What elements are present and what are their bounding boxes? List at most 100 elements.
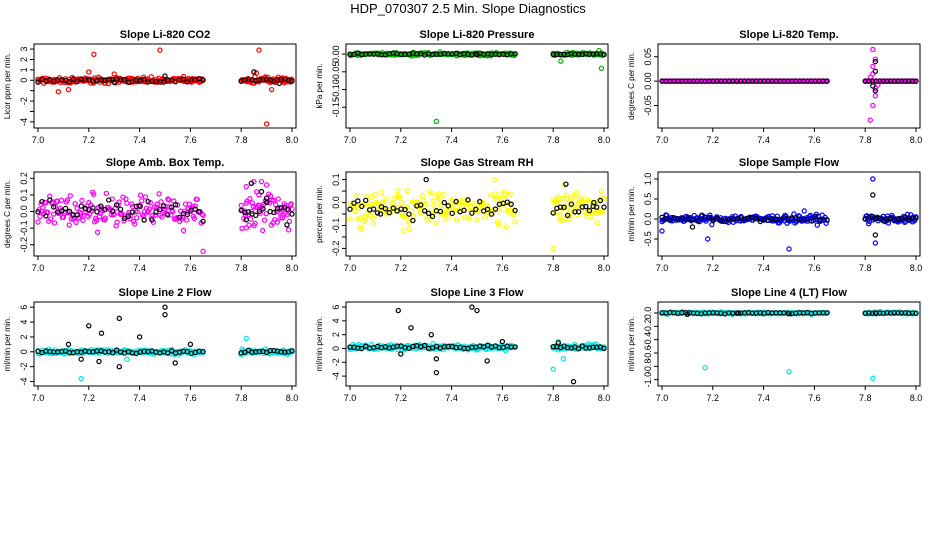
x-tick-label: 8.0: [286, 135, 299, 145]
reference-point: [512, 344, 518, 350]
reference-point: [136, 334, 143, 340]
reference-point: [74, 212, 81, 218]
data-point: [256, 47, 262, 53]
reference-point: [184, 79, 191, 85]
panel-grid: Slope Li-820 CO2 Licor ppm per min. 7.0 7.2…: [3, 29, 922, 403]
reference-point: [913, 310, 919, 317]
x-tick-label: 7.4: [757, 135, 770, 145]
y-tick-label: -0.05: [331, 62, 341, 83]
y-tick-label: 4: [19, 320, 29, 325]
reference-point: [808, 218, 815, 224]
reference-point: [433, 369, 440, 376]
data-points: [347, 304, 607, 385]
data-point: [183, 217, 190, 223]
data-point: [288, 201, 294, 207]
reference-point: [753, 215, 760, 222]
data-point: [351, 203, 357, 210]
data-point: [367, 200, 374, 207]
chart-title: Slope Li-820 Pressure: [420, 29, 535, 41]
reference-point: [370, 206, 377, 212]
data-point: [558, 217, 564, 224]
data-point: [132, 209, 139, 215]
x-tick-label: 7.2: [395, 135, 408, 145]
reference-point: [258, 188, 265, 195]
x-tick-label: 7.8: [859, 135, 872, 145]
reference-point: [601, 204, 607, 210]
x-tick-label: 7.0: [32, 393, 45, 403]
data-point: [558, 58, 564, 64]
reference-point: [161, 203, 167, 209]
y-tick-label: -1.0: [643, 372, 653, 388]
reference-point: [116, 315, 122, 322]
reference-point: [106, 197, 112, 203]
reference-point: [347, 206, 353, 212]
reference-point: [757, 218, 763, 225]
x-tick-label: 8.0: [598, 263, 611, 273]
data-point: [870, 102, 876, 109]
reference-point: [484, 206, 491, 213]
x-tick-label: 7.6: [496, 263, 509, 273]
data-point: [191, 215, 198, 222]
y-axis-label: ml/min per min.: [3, 317, 12, 372]
data-point: [256, 192, 262, 198]
x-tick-label: 7.4: [757, 393, 770, 403]
reference-point: [355, 198, 361, 204]
y-tick-label: -4: [19, 118, 29, 126]
data-point: [491, 191, 498, 197]
reference-point: [149, 217, 155, 223]
data-point: [423, 201, 429, 207]
data-point: [263, 210, 269, 217]
y-tick-label: 0.0: [19, 205, 29, 218]
data-point: [50, 211, 57, 217]
chart-panel: Slope Sample Flow ml/min per min. 7.0 7.2 7.…: [627, 157, 922, 273]
data-point: [503, 224, 510, 230]
y-tick-label: 4: [331, 318, 341, 323]
y-tick-label: -0.1: [331, 218, 341, 234]
data-point: [411, 199, 418, 205]
reference-point: [824, 310, 830, 316]
plot-frame: [33, 43, 297, 129]
data-point: [352, 208, 358, 214]
reference-point: [66, 208, 73, 215]
data-point: [571, 193, 577, 199]
data-point: [73, 219, 79, 225]
data-point: [361, 214, 368, 220]
data-point: [867, 117, 873, 123]
x-tick-label: 7.2: [83, 135, 96, 145]
reference-point: [583, 203, 589, 210]
y-tick-label: 0.0: [643, 213, 653, 226]
reference-point: [550, 210, 556, 216]
reference-point: [248, 180, 255, 186]
data-point: [284, 212, 290, 218]
reference-point: [35, 209, 41, 215]
x-tick-label: 7.0: [656, 135, 669, 145]
chart-panel: Slope Li-820 CO2 Licor ppm per min. 7.0 7.2…: [3, 29, 298, 145]
data-point: [111, 71, 117, 77]
data-point: [252, 220, 258, 227]
data-point: [511, 211, 517, 217]
chart-title: Slope Line 2 Flow: [119, 287, 212, 299]
reference-point: [512, 51, 518, 57]
x-tick-label: 7.6: [184, 263, 197, 273]
y-tick-label: -0.10: [331, 79, 341, 100]
chart-title: Slope Sample Flow: [739, 157, 840, 169]
reference-point: [395, 307, 401, 314]
x-tick-label: 7.2: [707, 263, 720, 273]
reference-point: [870, 83, 876, 89]
reference-point: [162, 311, 168, 318]
reference-point: [129, 209, 136, 215]
reference-point: [377, 211, 384, 217]
x-tick-label: 7.8: [235, 263, 248, 273]
data-point: [58, 197, 65, 203]
chart-title: Slope Li-820 CO2: [120, 29, 210, 41]
reference-point: [51, 204, 57, 210]
data-point: [417, 209, 424, 216]
data-points: [659, 46, 919, 123]
chart-title: Slope Gas Stream RH: [420, 157, 533, 169]
reference-point: [913, 78, 919, 84]
reference-point: [168, 204, 175, 210]
data-point: [406, 226, 413, 232]
data-point: [389, 200, 395, 207]
reference-point: [594, 204, 600, 210]
data-points: [347, 47, 607, 125]
